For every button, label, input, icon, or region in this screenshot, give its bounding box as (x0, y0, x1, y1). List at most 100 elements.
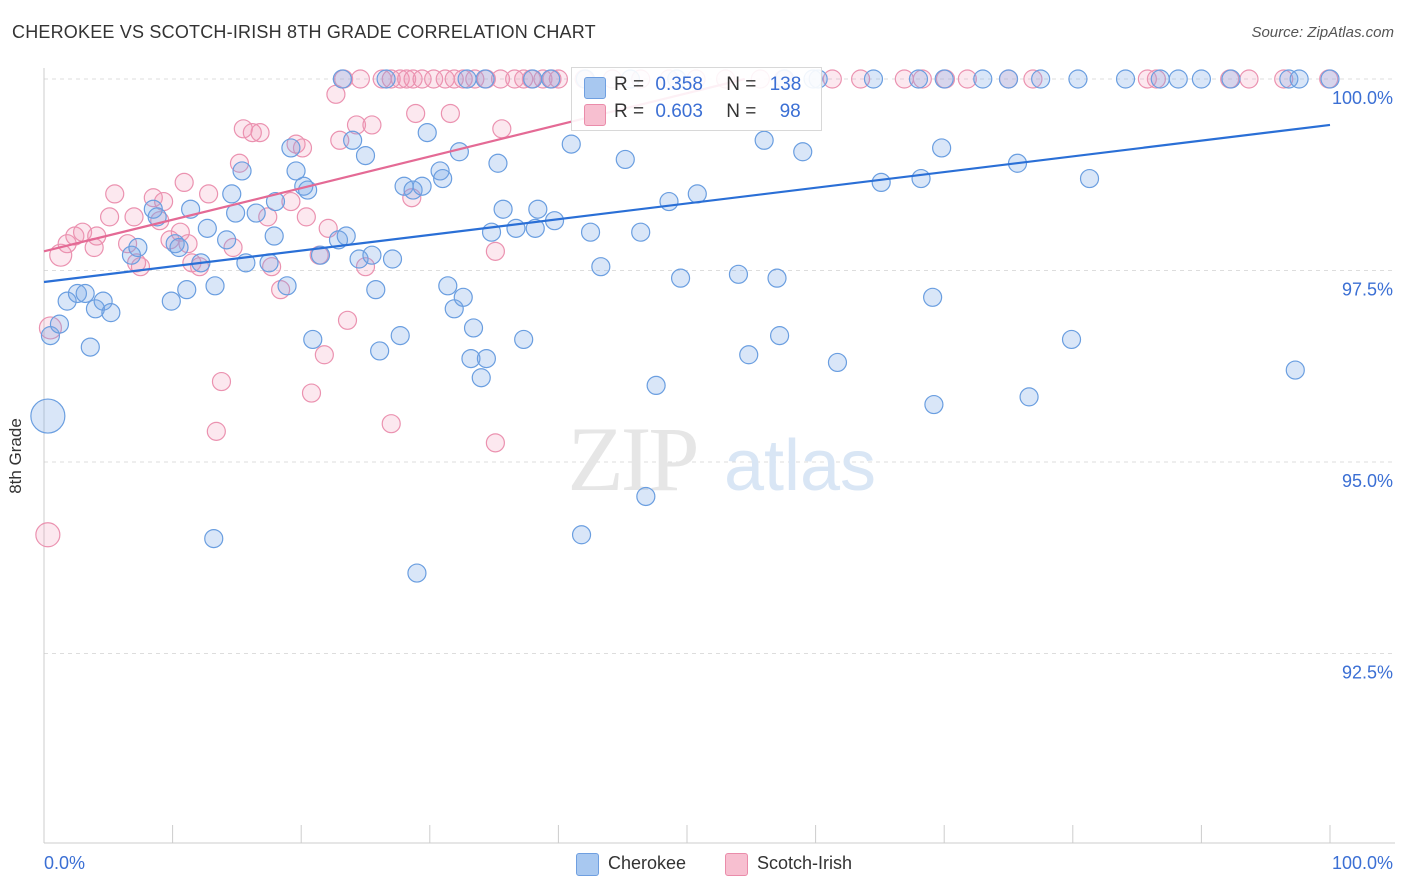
point-cherokee-30 (265, 191, 286, 212)
n-label: N = (726, 101, 757, 122)
point-scotch-irish-62 (412, 69, 432, 89)
point-scotch-irish-29 (250, 123, 270, 143)
point-cherokee-125 (934, 69, 954, 89)
point-cherokee-89 (871, 172, 891, 193)
legend-label-cherokee: Cherokee (608, 853, 687, 873)
point-cherokee-60 (463, 318, 484, 338)
r-label: R = (614, 74, 645, 95)
point-cherokee-99 (1221, 69, 1241, 89)
point-scotch-irish-50 (485, 433, 505, 453)
point-cherokee-64 (488, 153, 508, 173)
y-tick-label-3: 100.0% (1332, 88, 1393, 108)
point-scotch-irish-75 (548, 69, 569, 89)
point-cherokee-8 (101, 303, 121, 323)
point-scotch-irish-44 (355, 257, 376, 277)
point-cherokee-52 (417, 123, 437, 143)
point-scotch-irish-39 (314, 345, 334, 365)
point-cherokee-92 (924, 394, 944, 415)
point-scotch-irish-23 (206, 421, 226, 441)
point-cherokee-16 (177, 280, 197, 300)
point-cherokee-46 (382, 249, 403, 269)
n-value-scotch-irish: 98 (779, 101, 801, 122)
axis-layer (43, 68, 1395, 844)
y-tick-label-0: 92.5% (1342, 663, 1393, 683)
point-scotch-irish-18 (174, 172, 194, 193)
point-scotch-irish-49 (440, 103, 460, 124)
point-cherokee-81 (687, 184, 707, 204)
point-cherokee-4 (80, 337, 100, 357)
point-cherokee-122 (1191, 69, 1212, 89)
stats-box: R = 0.358 N = 138 R = 0.603 N = 98 (571, 67, 822, 131)
point-cherokee-85 (767, 268, 787, 288)
point-cherokee-74 (591, 257, 611, 277)
point-cherokee-88 (827, 352, 848, 373)
point-cherokee-105 (973, 69, 993, 89)
point-cherokee-37 (310, 245, 331, 265)
stats-swatch-cherokee (584, 77, 606, 99)
point-cherokee-53 (430, 161, 450, 181)
watermark-atlas: atlas (724, 426, 876, 506)
point-scotch-irish-36 (296, 207, 316, 227)
point-cherokee-7 (93, 291, 113, 311)
point-cherokee-106 (908, 69, 929, 89)
point-scotch-irish-26 (229, 153, 250, 173)
point-cherokee-6 (85, 299, 106, 319)
point-cherokee-27 (246, 203, 266, 223)
point-scotch-irish-8 (105, 184, 125, 204)
point-cherokee-44 (366, 280, 386, 300)
point-cherokee-59 (461, 348, 481, 369)
y-tick-label-1: 95.0% (1342, 471, 1393, 491)
point-cherokee-71 (561, 134, 581, 154)
point-cherokee-54 (433, 168, 453, 189)
point-cherokee-86 (769, 326, 790, 346)
point-cherokee-41 (349, 249, 369, 269)
point-cherokee-65 (493, 199, 513, 219)
point-scotch-irish-28 (242, 123, 262, 143)
point-cherokee-50 (407, 563, 427, 583)
point-scotch-irish-10 (124, 207, 144, 227)
r-value-cherokee: 0.358 (655, 74, 703, 95)
point-cherokee-121 (1289, 69, 1309, 89)
x-tick-label-1: 100.0% (1332, 853, 1393, 873)
point-cherokee-90 (911, 168, 931, 189)
point-cherokee-91 (923, 287, 943, 307)
point-cherokee-107 (863, 69, 884, 89)
point-cherokee-120 (1320, 69, 1340, 89)
point-cherokee-93 (932, 138, 952, 158)
point-cherokee-23 (222, 184, 242, 204)
point-cherokee-73 (580, 222, 601, 242)
source-credit: Source: ZipAtlas.com (1251, 24, 1394, 41)
point-cherokee-68 (525, 218, 545, 238)
point-cherokee-83 (739, 345, 759, 365)
point-cherokee-119 (332, 69, 352, 89)
legend: Cherokee Scotch-Irish (0, 852, 1406, 876)
point-cherokee-20 (204, 528, 224, 549)
chart-title: CHEROKEE VS SCOTCH-IRISH 8TH GRADE CORRE… (12, 22, 596, 42)
point-scotch-irish-22 (199, 184, 219, 204)
point-scotch-irish-30 (258, 207, 278, 227)
point-cherokee-66 (506, 218, 526, 238)
point-cherokee-124 (1068, 69, 1088, 89)
point-cherokee-78 (646, 375, 666, 395)
point-cherokee-82 (728, 264, 749, 284)
point-cherokee-9 (121, 245, 142, 265)
point-cherokee-98 (1285, 360, 1305, 380)
point-scotch-irish-0 (38, 316, 63, 340)
n-label: N = (726, 74, 757, 95)
point-cherokee-36 (303, 329, 323, 350)
point-cherokee-117 (457, 69, 477, 89)
point-cherokee-35 (298, 180, 318, 200)
point-scotch-irish-84 (822, 69, 842, 89)
point-scotch-irish-46 (381, 414, 401, 434)
point-cherokee-79 (659, 191, 679, 212)
point-scotch-irish-89 (957, 69, 977, 89)
point-cherokee-101 (1150, 69, 1170, 89)
point-cherokee-80 (670, 268, 691, 288)
point-cherokee-42 (355, 146, 376, 166)
point-scotch-irish-42 (337, 310, 358, 330)
point-cherokee-87 (793, 142, 813, 162)
point-cherokee-55 (438, 276, 458, 296)
point-scotch-irish-63 (424, 69, 444, 89)
r-value-scotch-irish: 0.603 (655, 101, 703, 122)
point-cherokee-43 (362, 245, 382, 265)
